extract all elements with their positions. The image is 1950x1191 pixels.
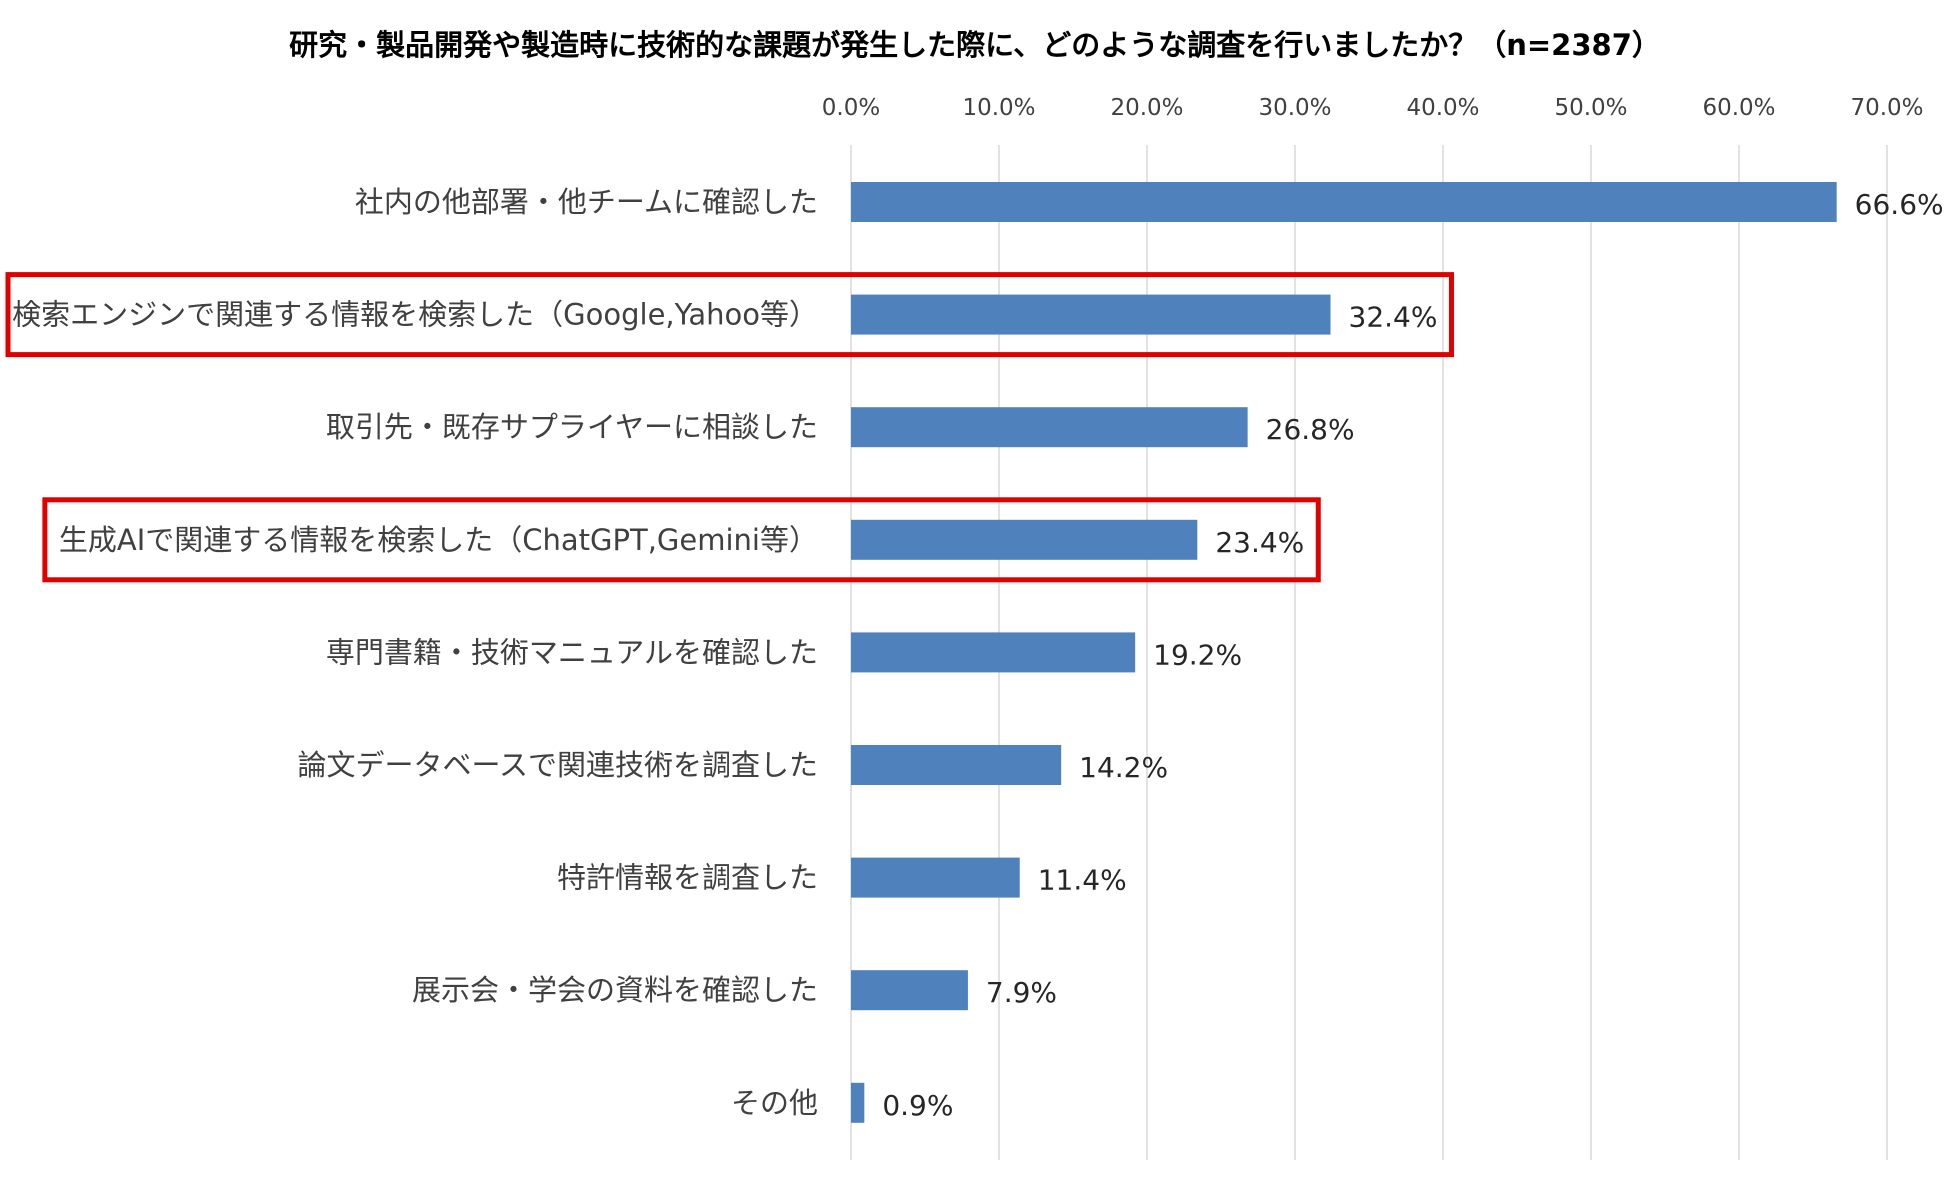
x-tick-label: 40.0% — [1406, 95, 1479, 121]
data-label: 23.4% — [1215, 526, 1304, 559]
highlight-box — [42, 497, 1321, 583]
x-tick-label: 70.0% — [1850, 95, 1923, 121]
x-tick-label: 50.0% — [1554, 95, 1627, 121]
highlight-box — [5, 272, 1454, 358]
x-tick-label: 10.0% — [962, 95, 1035, 121]
data-label: 26.8% — [1266, 413, 1355, 446]
x-tick-label: 0.0% — [822, 95, 880, 121]
data-label: 11.4% — [1038, 864, 1127, 897]
x-tick-label: 30.0% — [1258, 95, 1331, 121]
bar — [851, 970, 968, 1011]
category-label: 特許情報を調査した — [557, 861, 818, 895]
data-label: 66.6% — [1855, 188, 1944, 221]
category-label: 取引先・既存サプライヤーに相談した — [326, 410, 818, 444]
chart-title: 研究・製品開発や製造時に技術的な課題が発生した際に、どのような調査を行いましたか… — [289, 28, 1661, 62]
bar — [851, 294, 1331, 335]
bar — [851, 182, 1837, 222]
bar — [851, 745, 1062, 785]
data-label: 19.2% — [1153, 638, 1242, 671]
category-label: 社内の他部署・他チームに確認した — [355, 185, 818, 219]
value-labels: 66.6% 32.4% 26.8% 23.4% 19.2% 14.2% 11.4% 7.9% 0… — [882, 188, 1943, 1122]
bar — [851, 632, 1136, 673]
highlight-boxes — [5, 272, 1454, 583]
data-label: 7.9% — [986, 976, 1057, 1009]
category-label: 専門書籍・技術マニュアルを確認した — [326, 635, 818, 669]
category-labels: 社内の他部署・他チームに確認した検索エンジンで関連する情報を検索した（Googl… — [12, 185, 818, 1120]
bar — [851, 519, 1198, 560]
category-label: 生成AIで関連する情報を検索した（ChatGPT,Gemini等） — [59, 523, 818, 557]
category-label: その他 — [731, 1086, 818, 1120]
category-label: 検索エンジンで関連する情報を検索した（Google,Yahoo等） — [12, 298, 818, 332]
data-label: 32.4% — [1349, 301, 1438, 334]
bar — [851, 1082, 865, 1123]
bar — [851, 407, 1248, 448]
x-tick-label: 20.0% — [1110, 95, 1183, 121]
category-label: 展示会・学会の資料を確認した — [412, 973, 818, 1007]
bar — [851, 857, 1020, 898]
x-axis-ticks: 0.0% 10.0% 20.0% 30.0% 40.0% 50.0% 60.0% 70.0% — [822, 95, 1924, 121]
bars — [851, 182, 1837, 1123]
data-label: 0.9% — [882, 1089, 953, 1122]
data-label: 14.2% — [1079, 751, 1168, 784]
category-label: 論文データベースで関連技術を調査した — [297, 748, 818, 782]
x-tick-label: 60.0% — [1702, 95, 1775, 121]
